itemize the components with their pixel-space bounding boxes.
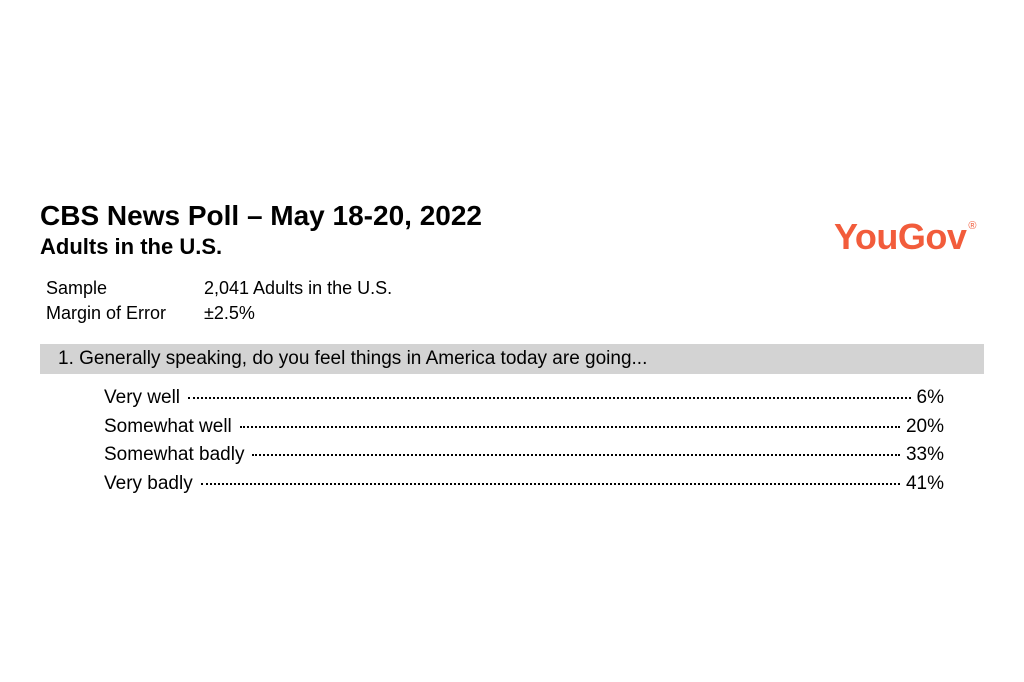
response-value: 6% — [913, 384, 944, 413]
dot-leader — [252, 454, 900, 456]
header-row: CBS News Poll – May 18-20, 2022 Adults i… — [40, 200, 984, 260]
dot-leader — [201, 483, 900, 485]
response-value: 20% — [902, 413, 944, 442]
question-text: Generally speaking, do you feel things i… — [79, 348, 647, 369]
logo-text: YouGov — [834, 216, 966, 257]
sample-label: Sample — [46, 278, 204, 299]
moe-value: ±2.5% — [204, 303, 255, 324]
dot-leader — [188, 397, 911, 399]
dot-leader — [240, 426, 900, 428]
response-row: Somewhat well 20% — [104, 413, 944, 442]
moe-label: Margin of Error — [46, 303, 204, 324]
poll-title: CBS News Poll – May 18-20, 2022 — [40, 200, 834, 232]
question-number: 1. — [58, 348, 74, 369]
response-label: Very well — [104, 384, 186, 413]
response-row: Very well 6% — [104, 384, 944, 413]
response-row: Very badly 41% — [104, 470, 944, 499]
poll-document: CBS News Poll – May 18-20, 2022 Adults i… — [0, 0, 1024, 682]
responses-list: Very well 6% Somewhat well 20% Somewhat … — [104, 384, 984, 498]
response-label: Very badly — [104, 470, 199, 499]
response-label: Somewhat badly — [104, 441, 250, 470]
response-value: 41% — [902, 470, 944, 499]
response-label: Somewhat well — [104, 413, 238, 442]
question-bar: 1. Generally speaking, do you feel thing… — [40, 344, 984, 374]
sample-value: 2,041 Adults in the U.S. — [204, 278, 392, 299]
meta-block: Sample 2,041 Adults in the U.S. Margin o… — [46, 278, 984, 324]
response-value: 33% — [902, 441, 944, 470]
response-row: Somewhat badly 33% — [104, 441, 944, 470]
moe-row: Margin of Error ±2.5% — [46, 303, 984, 324]
title-block: CBS News Poll – May 18-20, 2022 Adults i… — [40, 200, 834, 260]
sample-row: Sample 2,041 Adults in the U.S. — [46, 278, 984, 299]
yougov-logo: YouGov® — [834, 216, 974, 258]
poll-subtitle: Adults in the U.S. — [40, 234, 834, 260]
registered-mark: ® — [968, 220, 976, 232]
